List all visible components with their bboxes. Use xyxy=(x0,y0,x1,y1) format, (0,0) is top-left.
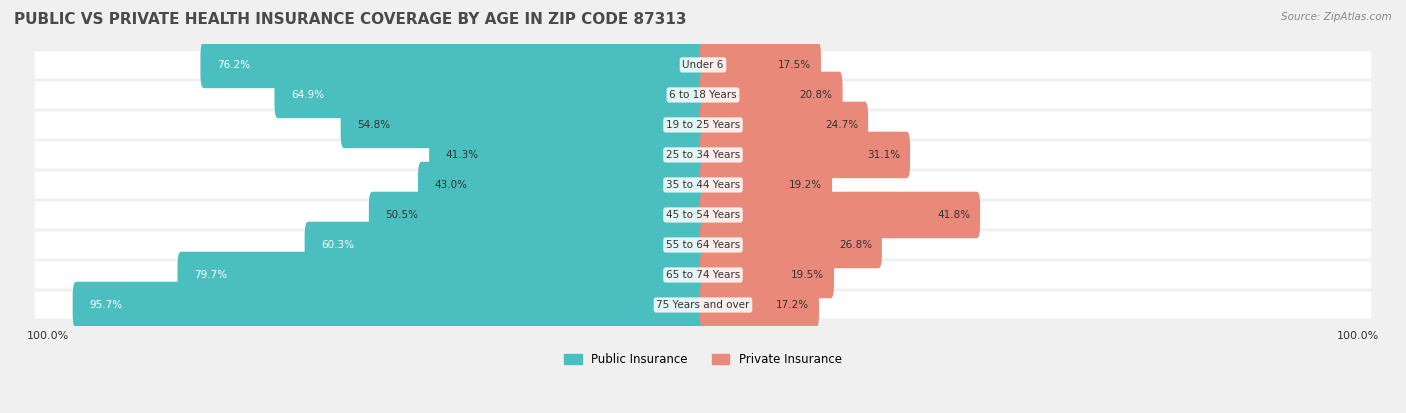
Text: 50.5%: 50.5% xyxy=(385,210,418,220)
Text: 31.1%: 31.1% xyxy=(868,150,900,160)
Text: 43.0%: 43.0% xyxy=(434,180,467,190)
Text: 41.3%: 41.3% xyxy=(446,150,478,160)
Text: 24.7%: 24.7% xyxy=(825,120,858,130)
FancyBboxPatch shape xyxy=(700,222,882,268)
FancyBboxPatch shape xyxy=(35,171,1371,199)
FancyBboxPatch shape xyxy=(201,42,706,88)
FancyBboxPatch shape xyxy=(177,252,706,298)
FancyBboxPatch shape xyxy=(418,162,706,208)
Text: 65 to 74 Years: 65 to 74 Years xyxy=(666,270,740,280)
Text: 76.2%: 76.2% xyxy=(217,60,250,70)
FancyBboxPatch shape xyxy=(35,292,1371,318)
Text: 19 to 25 Years: 19 to 25 Years xyxy=(666,120,740,130)
Text: 95.7%: 95.7% xyxy=(89,300,122,310)
FancyBboxPatch shape xyxy=(73,282,706,328)
FancyBboxPatch shape xyxy=(35,261,1371,289)
Text: Source: ZipAtlas.com: Source: ZipAtlas.com xyxy=(1281,12,1392,22)
Text: 41.8%: 41.8% xyxy=(938,210,970,220)
FancyBboxPatch shape xyxy=(274,72,706,118)
Text: 60.3%: 60.3% xyxy=(321,240,354,250)
Text: PUBLIC VS PRIVATE HEALTH INSURANCE COVERAGE BY AGE IN ZIP CODE 87313: PUBLIC VS PRIVATE HEALTH INSURANCE COVER… xyxy=(14,12,686,27)
FancyBboxPatch shape xyxy=(368,192,706,238)
FancyBboxPatch shape xyxy=(700,72,842,118)
Legend: Public Insurance, Private Insurance: Public Insurance, Private Insurance xyxy=(560,349,846,371)
Text: 54.8%: 54.8% xyxy=(357,120,389,130)
Text: 26.8%: 26.8% xyxy=(839,240,872,250)
FancyBboxPatch shape xyxy=(700,282,818,328)
FancyBboxPatch shape xyxy=(700,192,980,238)
FancyBboxPatch shape xyxy=(429,132,706,178)
Text: 6 to 18 Years: 6 to 18 Years xyxy=(669,90,737,100)
FancyBboxPatch shape xyxy=(700,42,821,88)
Text: 55 to 64 Years: 55 to 64 Years xyxy=(666,240,740,250)
Text: 19.5%: 19.5% xyxy=(792,270,824,280)
FancyBboxPatch shape xyxy=(700,102,868,148)
Text: 45 to 54 Years: 45 to 54 Years xyxy=(666,210,740,220)
Text: 25 to 34 Years: 25 to 34 Years xyxy=(666,150,740,160)
FancyBboxPatch shape xyxy=(35,231,1371,259)
FancyBboxPatch shape xyxy=(700,252,834,298)
FancyBboxPatch shape xyxy=(35,112,1371,138)
FancyBboxPatch shape xyxy=(35,51,1371,78)
Text: 20.8%: 20.8% xyxy=(800,90,832,100)
Text: 75 Years and over: 75 Years and over xyxy=(657,300,749,310)
Text: 79.7%: 79.7% xyxy=(194,270,226,280)
FancyBboxPatch shape xyxy=(340,102,706,148)
FancyBboxPatch shape xyxy=(305,222,706,268)
Text: 19.2%: 19.2% xyxy=(789,180,823,190)
FancyBboxPatch shape xyxy=(35,81,1371,109)
Text: Under 6: Under 6 xyxy=(682,60,724,70)
FancyBboxPatch shape xyxy=(35,141,1371,169)
Text: 35 to 44 Years: 35 to 44 Years xyxy=(666,180,740,190)
FancyBboxPatch shape xyxy=(35,202,1371,228)
FancyBboxPatch shape xyxy=(700,132,910,178)
Text: 17.5%: 17.5% xyxy=(778,60,811,70)
Text: 17.2%: 17.2% xyxy=(776,300,808,310)
FancyBboxPatch shape xyxy=(700,162,832,208)
Text: 64.9%: 64.9% xyxy=(291,90,323,100)
